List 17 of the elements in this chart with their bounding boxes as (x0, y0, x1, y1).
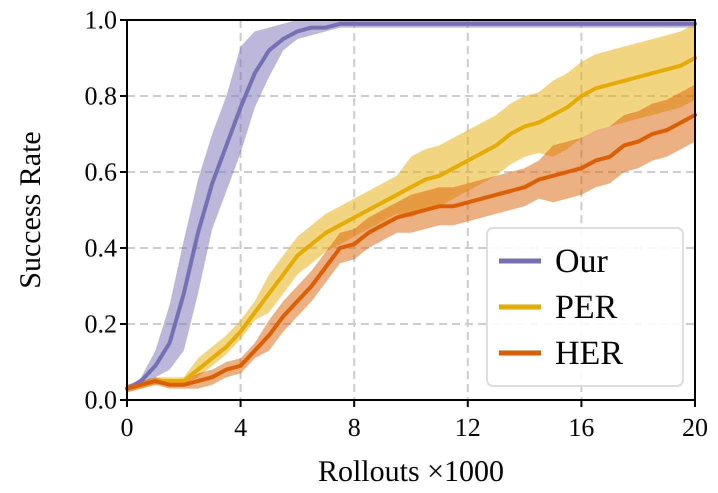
x-tick-label: 12 (454, 413, 481, 442)
x-axis-title: Rollouts ×1000 (318, 455, 504, 488)
legend-label: HER (555, 335, 624, 372)
x-tick-label: 0 (120, 413, 134, 442)
y-tick-label: 0.4 (84, 233, 117, 262)
x-tick-label: 16 (568, 413, 594, 442)
legend-label: PER (555, 289, 618, 326)
y-tick-label: 0.0 (84, 385, 117, 414)
y-tick-label: 1.0 (84, 5, 117, 34)
x-tick-label: 20 (682, 413, 708, 442)
y-tick-label: 0.8 (84, 81, 117, 110)
y-tick-label: 0.6 (84, 157, 117, 186)
y-axis-title: Success Rate (14, 131, 47, 289)
legend-label: Our (555, 243, 609, 280)
x-tick-label: 8 (348, 413, 361, 442)
y-tick-label: 0.2 (84, 309, 117, 338)
x-tick-label: 4 (234, 413, 248, 442)
